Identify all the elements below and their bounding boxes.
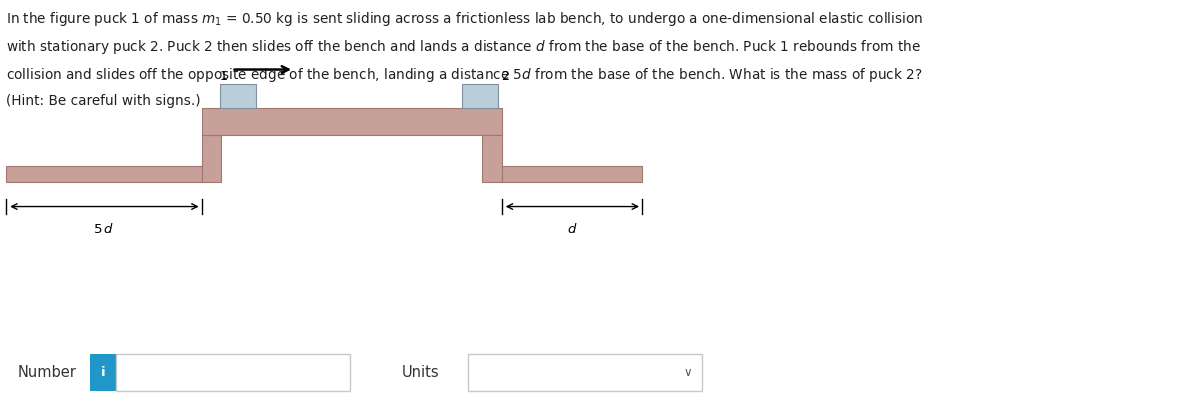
Text: 2: 2 xyxy=(502,70,510,83)
Bar xyxy=(202,108,502,135)
Text: collision and slides off the opposite edge of the bench, landing a distance 5$d$: collision and slides off the opposite ed… xyxy=(6,66,923,84)
Text: with stationary puck 2. Puck 2 then slides off the bench and lands a distance $d: with stationary puck 2. Puck 2 then slid… xyxy=(6,38,920,56)
Bar xyxy=(220,84,256,108)
Bar xyxy=(462,84,498,108)
FancyBboxPatch shape xyxy=(468,354,702,391)
Text: Number: Number xyxy=(18,365,77,380)
Bar xyxy=(502,166,642,182)
Text: i: i xyxy=(101,366,106,379)
Text: ∨: ∨ xyxy=(683,366,692,379)
Bar xyxy=(90,354,116,391)
Text: In the figure puck 1 of mass $m_1$ = 0.50 kg is sent sliding across a frictionle: In the figure puck 1 of mass $m_1$ = 0.5… xyxy=(6,10,923,28)
Text: (Hint: Be careful with signs.): (Hint: Be careful with signs.) xyxy=(6,94,200,108)
Text: $d$: $d$ xyxy=(566,222,577,236)
Text: 1: 1 xyxy=(220,70,228,83)
Text: $5\,d$: $5\,d$ xyxy=(94,222,114,236)
Bar xyxy=(482,135,502,182)
Bar xyxy=(6,166,202,182)
Bar xyxy=(202,135,221,182)
FancyBboxPatch shape xyxy=(116,354,350,391)
Text: Units: Units xyxy=(402,365,439,380)
